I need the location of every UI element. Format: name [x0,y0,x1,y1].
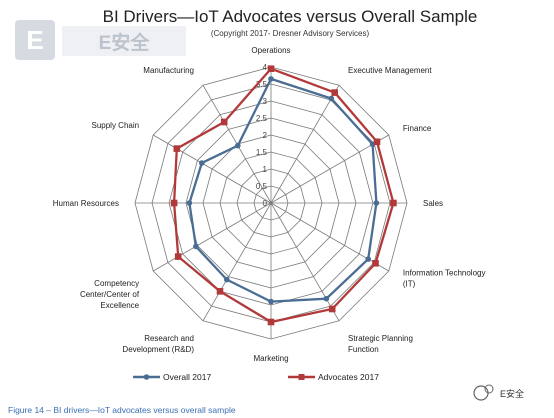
category-label: Strategic Planning Function [348,334,413,354]
category-label: Competency Center/Center of Excellence [80,279,140,310]
series-point-0 [268,76,274,82]
chart-title: BI Drivers—IoT Advocates versus Overall … [103,7,478,26]
category-label: Executive Management [348,66,432,75]
category-label-line: Development (R&D) [122,345,194,354]
series-point-0 [365,256,372,262]
category-label-line: Strategic Planning [348,334,413,343]
grid-spoke [270,134,389,204]
series-point-0 [235,142,241,149]
category-label: Supply Chain [92,121,140,130]
category-label-line: Competency [94,279,139,288]
series-point-1 [170,199,178,207]
grid-spoke [270,85,340,204]
radial-tick-label: 2.5 [256,114,268,123]
category-label-line: Center/Center of [80,290,140,299]
series-point-0 [193,243,199,250]
watermark-badge-letter: E [26,25,43,55]
category-labels: Operations Executive Management Finance Sal… [53,46,486,363]
series-point-0 [268,298,274,305]
series-point-1 [372,260,379,267]
legend-overall-label: Overall 2017 [163,372,211,382]
category-label-line: (IT) [403,280,416,289]
category-label-line: Information Technology [403,269,486,278]
category-label: Research and Development (R&D) [122,334,194,354]
radial-tick-label: 1.5 [256,148,268,157]
radial-tick-label: 2 [263,131,268,140]
series-layer [170,65,397,326]
grid-spoke [202,202,272,321]
category-label-line: Sales [423,199,443,208]
category-label-line: Human Resources [53,199,119,208]
series-point-1 [174,253,182,260]
watermark-badge [15,20,55,60]
watermark-corner-icon-small [484,384,494,394]
series-point-1 [328,305,336,313]
watermark-corner-icon [473,385,489,401]
grid-spoke [270,202,340,321]
category-label: Marketing [253,354,288,363]
radial-tick-label: 3.5 [256,80,268,89]
legend-advocates-label: Advocates 2017 [318,372,379,382]
series-point-0 [328,95,335,102]
radial-tick-label: 0.5 [256,182,268,191]
series-point-0 [373,200,380,206]
radial-tick-label: 0 [263,199,268,208]
watermark-logo: E E安全 [15,20,186,60]
series-point-1 [331,89,338,96]
series-point-1 [267,65,275,72]
category-label-line: Operations [251,46,290,55]
radial-tick-label: 4 [263,63,268,72]
figure-caption: Figure 14 – BI drivers—IoT advocates ver… [8,405,236,415]
category-label-line: Finance [403,124,432,133]
watermark-corner-text: E安全 [500,388,524,399]
series-point-1 [173,145,181,152]
category-label-line: Marketing [253,354,288,363]
series-point-1 [216,288,224,295]
category-label-line: Excellence [100,301,139,310]
legend: Overall 2017 Advocates 2017 [133,372,379,382]
category-label-line: Executive Management [348,66,432,75]
watermark-logo-text: E安全 [99,31,151,54]
grid-spoke [153,134,272,204]
series-point-0 [186,200,193,206]
watermark-corner: E安全 [473,384,524,401]
category-label-line: Supply Chain [92,121,140,130]
series-point-1 [267,318,275,326]
category-label: Information Technology (IT) [403,269,486,289]
category-label-line: Manufacturing [143,66,194,75]
chart-subtitle: (Copyright 2017- Dresner Advisory Servic… [211,29,370,38]
category-label: Operations [251,46,290,55]
watermark-text-bg [62,26,186,56]
category-label: Finance [403,124,432,133]
legend-advocates-marker [298,374,305,380]
series-point-0 [323,295,330,302]
radial-tick-labels: 0 0.5 1 1.5 2 2.5 3 3.5 4 [256,63,268,208]
category-label: Manufacturing [143,66,194,75]
radial-tick-label: 1 [263,165,268,174]
grid-spoke [153,202,272,272]
series-point-1 [220,118,228,126]
category-label: Sales [423,199,443,208]
series-point-1 [390,199,397,207]
legend-overall-marker [143,374,150,380]
category-label-line: Function [348,345,379,354]
category-label-line: Research and [144,334,194,343]
radial-tick-label: 3 [263,97,268,106]
series-point-0 [199,160,205,166]
series-point-1 [373,138,381,146]
series-point-0 [224,276,230,283]
category-label: Human Resources [53,199,119,208]
